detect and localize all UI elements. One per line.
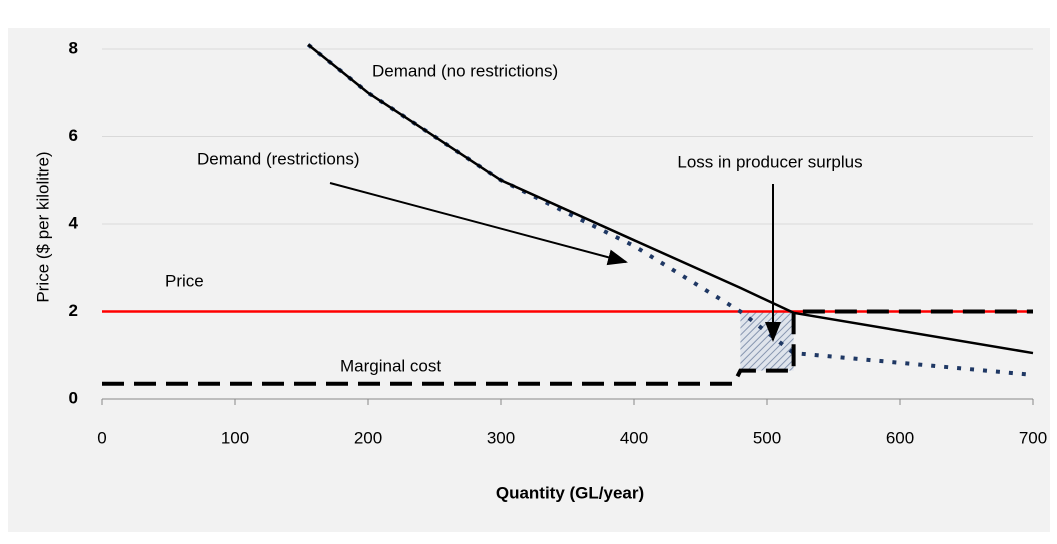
x-tick-label: 100 <box>221 428 249 447</box>
annotation-arrow <box>329 182 628 266</box>
x-tick-label: 500 <box>753 428 781 447</box>
annotation: Loss in producer surplus <box>677 152 862 171</box>
plot-background <box>8 28 1050 532</box>
y-tick-label: 8 <box>69 38 78 57</box>
x-axis-label: Quantity (GL/year) <box>496 483 644 502</box>
x-tick-label: 0 <box>97 428 106 447</box>
series-label: Marginal cost <box>340 356 441 375</box>
series-line <box>102 309 1033 386</box>
y-tick-label: 4 <box>69 213 79 232</box>
shaded-region <box>740 311 794 371</box>
y-axis-label: Price ($ per kilolitre) <box>33 151 52 302</box>
y-tick-label: 0 <box>69 388 78 407</box>
series-label: Demand (restrictions) <box>197 149 360 168</box>
x-tick-label: 200 <box>354 428 382 447</box>
series-label: Price <box>165 271 204 290</box>
y-tick-label: 6 <box>69 126 78 145</box>
x-tick-label: 700 <box>1019 428 1047 447</box>
series-label: Demand (no restrictions) <box>372 61 558 80</box>
x-tick-label: 600 <box>886 428 914 447</box>
series-line <box>307 43 1034 355</box>
y-tick-label: 2 <box>69 301 78 320</box>
x-tick-label: 300 <box>487 428 515 447</box>
x-tick-label: 400 <box>620 428 648 447</box>
